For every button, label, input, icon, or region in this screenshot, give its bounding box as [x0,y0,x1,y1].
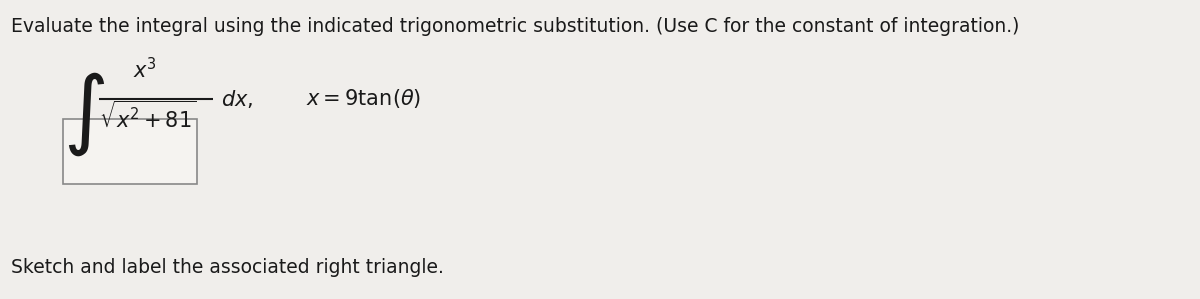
Text: Evaluate the integral using the indicated trigonometric substitution. (Use C for: Evaluate the integral using the indicate… [11,17,1020,36]
Text: $x^3$: $x^3$ [132,57,156,82]
Text: $\int$: $\int$ [64,70,106,158]
Text: $\sqrt{x^2+81}$: $\sqrt{x^2+81}$ [100,101,197,132]
Bar [64,119,198,184]
Text: $x = 9\tan(\theta)$: $x = 9\tan(\theta)$ [306,88,421,111]
Text: $dx,$: $dx,$ [221,88,253,110]
Text: Sketch and label the associated right triangle.: Sketch and label the associated right tr… [11,258,444,277]
